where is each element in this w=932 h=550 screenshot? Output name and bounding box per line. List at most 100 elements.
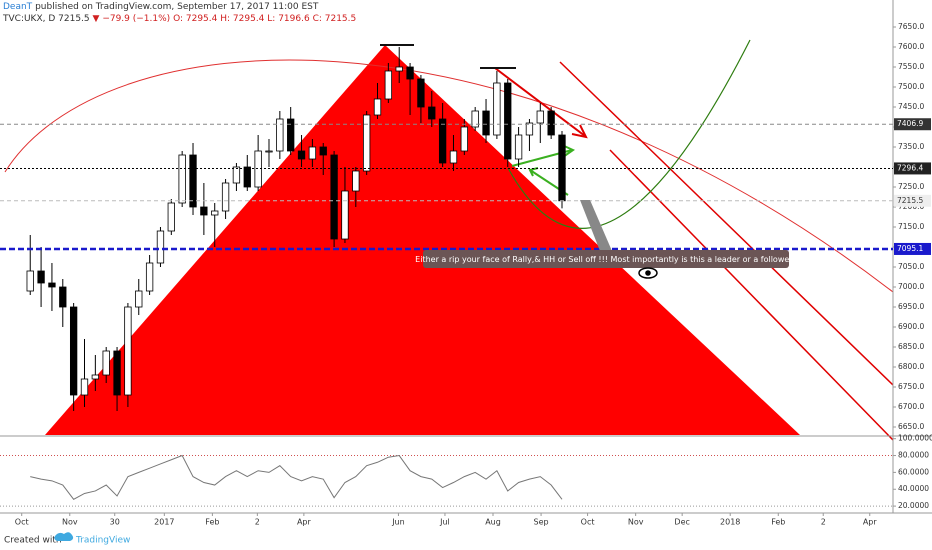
x-tick-label: 2017: [154, 518, 174, 527]
x-tick-label: Nov: [628, 518, 644, 527]
header: DeanT published on TradingView.com, Sept…: [3, 2, 319, 12]
x-tick-label: Apr: [863, 518, 878, 527]
candle-body: [352, 170, 360, 192]
red-arc: [4, 59, 894, 293]
eye-pupil: [645, 270, 651, 276]
x-tick-label: Nov: [62, 518, 78, 527]
y-tick-label: 6800.0: [898, 362, 924, 371]
y-tick-label: 7550.0: [898, 62, 924, 71]
x-tick-label: 2: [255, 518, 260, 527]
y-tick-label: 6850.0: [898, 342, 924, 351]
candle-body: [504, 82, 512, 160]
y-tick-label: 60.0000: [898, 467, 929, 476]
price-label-bg: [894, 118, 931, 131]
green-arrowhead: [528, 167, 539, 177]
x-tick-label: Aug: [485, 518, 501, 527]
x-tick-label: Apr: [297, 518, 312, 527]
price-label: 7406.9: [897, 119, 923, 128]
y-tick-label: 7500.0: [898, 82, 924, 91]
candle-body: [547, 110, 555, 136]
red-trend-line: [609, 149, 894, 441]
candle-body: [297, 150, 306, 160]
x-tick-label: Oct: [15, 518, 29, 527]
red-arrowhead: [571, 124, 588, 139]
candle-body: [514, 134, 523, 160]
candle-body: [460, 126, 468, 152]
candle-body: [265, 150, 273, 153]
green-curve: [507, 39, 751, 229]
y-tick-label: 7450.0: [898, 102, 924, 111]
y-tick-label: 7250.0: [898, 182, 924, 191]
change: ▼ −79.9 (−1.1%): [93, 14, 171, 24]
candle-body: [189, 154, 197, 208]
candle-body: [69, 306, 78, 396]
x-tick-label: Dec: [674, 518, 689, 527]
y-tick-label: 6950.0: [898, 302, 924, 311]
candle-body: [482, 110, 490, 136]
x-tick-label: Jun: [391, 518, 405, 527]
candle-body: [221, 182, 230, 212]
footer-created: Created with: [4, 536, 62, 546]
x-tick-label: Feb: [205, 518, 219, 527]
candle-body: [341, 190, 349, 240]
candle-body: [80, 378, 89, 396]
green-arrowhead: [561, 144, 576, 158]
drawings: [4, 39, 894, 441]
x-tick-label: Jul: [439, 518, 450, 527]
y-tick-label: 7650.0: [898, 22, 924, 31]
candle-body: [102, 350, 110, 376]
callout-box: [423, 250, 789, 268]
x-tick-label: 30: [110, 518, 120, 527]
price-label-bg: [894, 194, 931, 207]
x-tick-label: 2018: [720, 518, 740, 527]
ohlc: C: 7215.5: [313, 14, 357, 24]
callout-pointer: [580, 200, 612, 251]
candle-body: [384, 70, 393, 100]
y-tick-label: 7000.0: [898, 282, 924, 291]
y-tick-label: 6750.0: [898, 382, 924, 391]
plot: Oct Nov 30 2017 Feb 2 Apr Jun Jul Aug Sep Oct Nov Dec…: [0, 22, 932, 527]
rsi-line: [30, 454, 563, 501]
candle-body: [91, 374, 100, 380]
candle-body: [243, 166, 251, 188]
price-label: 7215.5: [897, 196, 923, 205]
published: published on TradingView.com, September …: [35, 2, 319, 12]
candle-body: [48, 282, 56, 288]
candle-body: [59, 286, 67, 308]
candle-body: [145, 262, 154, 292]
candle-body: [135, 290, 143, 308]
x-tick-label: Sep: [534, 518, 549, 527]
red-trend-line: [559, 61, 894, 386]
candle-body: [428, 106, 436, 120]
candle-body: [330, 154, 338, 240]
candle-body: [26, 270, 34, 292]
candle-body: [232, 166, 241, 184]
candle-body: [417, 78, 425, 108]
candle-body: [558, 134, 566, 202]
footer-brand: TradingView: [75, 536, 130, 546]
price-label-bg: [894, 242, 931, 255]
red-triangle: [45, 45, 800, 435]
candle-body: [373, 98, 382, 116]
y-tick-label: 100.0000: [898, 434, 932, 443]
x-tick-label: 2: [821, 518, 826, 527]
y-tick-label: 40.0000: [898, 484, 929, 493]
candle-body: [319, 146, 327, 156]
y-tick-label: 6900.0: [898, 322, 924, 331]
candle-body: [156, 230, 165, 264]
ohlc: O: 7295.4: [173, 14, 218, 24]
candle-body: [363, 114, 371, 172]
candle-body: [167, 202, 175, 232]
candle-body: [124, 306, 132, 396]
price-label: 7296.4: [897, 163, 923, 172]
candle-body: [276, 118, 284, 152]
brand-logo: [54, 532, 74, 541]
callout: Either a rip your face of Rally,& HH or …: [415, 200, 797, 279]
candle-body: [37, 270, 45, 284]
y-tick-label: 7350.0: [898, 142, 924, 151]
price-label-bg: [894, 162, 931, 175]
y-tick-label: 7050.0: [898, 262, 924, 271]
y-tick-label: 6650.0: [898, 422, 924, 431]
candle-body: [178, 154, 186, 204]
x-tick-label: Feb: [771, 518, 785, 527]
